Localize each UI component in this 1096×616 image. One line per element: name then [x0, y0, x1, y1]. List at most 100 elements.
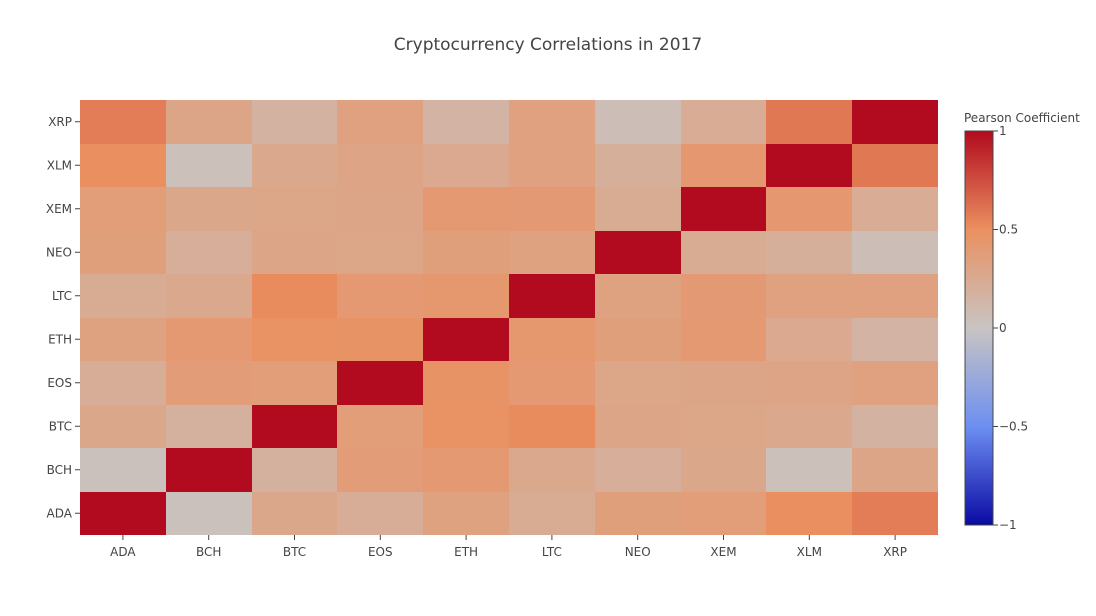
x-tick-label: BTC [283, 545, 306, 559]
colorbar-title: Pearson Coefficient [964, 111, 1080, 125]
colorbar-tick-label: −1 [999, 518, 1017, 532]
heatmap-cell-btc-btc [252, 405, 337, 448]
heatmap-cell-ltc-xrp [852, 274, 938, 318]
heatmap-cell-eth-eos [337, 318, 423, 361]
heatmap-cell-neo-eth [423, 231, 509, 274]
heatmap-cell-eos-ltc [509, 361, 595, 405]
y-tick-label: LTC [52, 289, 72, 303]
heatmap-cell-neo-xem [681, 231, 766, 274]
heatmap-cell-ltc-xlm [766, 274, 852, 318]
heatmap-cell-eos-btc [252, 361, 337, 405]
x-tick-label: NEO [625, 545, 651, 559]
heatmap-cell-btc-xem [681, 405, 766, 448]
heatmap-cell-btc-neo [595, 405, 681, 448]
heatmap-cell-eos-bch [166, 361, 252, 405]
x-tick-label: ETH [454, 545, 478, 559]
heatmap-cell-xrp-xrp [852, 100, 938, 144]
heatmap-cell-ltc-bch [166, 274, 252, 318]
heatmap-cell-ada-ada [80, 492, 166, 535]
y-tick-label: ADA [47, 506, 73, 520]
heatmap-cell-ada-xrp [852, 492, 938, 535]
heatmap-cell-xlm-ada [80, 144, 166, 187]
colorbar-ticks: 1 0.5 0 −0.5 −1 [993, 124, 1028, 532]
heatmap-cell-ada-bch [166, 492, 252, 535]
heatmap-cell-ada-ltc [509, 492, 595, 535]
heatmap-cell-neo-btc [252, 231, 337, 274]
heatmap-cell-bch-xlm [766, 448, 852, 492]
y-tick-label: BTC [49, 419, 72, 433]
y-tick-label: EOS [47, 376, 72, 390]
heatmap-cell-xlm-xrp [852, 144, 938, 187]
heatmap-cell-ltc-eos [337, 274, 423, 318]
heatmap-cell-xem-ada [80, 187, 166, 231]
heatmap-cell-neo-neo [595, 231, 681, 274]
heatmap-cell-btc-eos [337, 405, 423, 448]
heatmap-cell-bch-bch [166, 448, 252, 492]
heatmap-cell-eth-eth [423, 318, 509, 361]
heatmap-cell-xrp-eth [423, 100, 509, 144]
heatmap-cell-eth-neo [595, 318, 681, 361]
heatmap-cell-eos-xem [681, 361, 766, 405]
heatmap-cell-xem-eth [423, 187, 509, 231]
colorbar-tick-label: 0 [999, 321, 1007, 335]
y-tick-label: ETH [48, 332, 72, 346]
heatmap-cell-ada-xlm [766, 492, 852, 535]
heatmap-cell-eos-xrp [852, 361, 938, 405]
x-tick-label: LTC [542, 545, 562, 559]
heatmap-cell-btc-xlm [766, 405, 852, 448]
heatmap-cell-btc-ada [80, 405, 166, 448]
heatmap-cell-xem-ltc [509, 187, 595, 231]
heatmap-cell-neo-xrp [852, 231, 938, 274]
heatmap-cell-xem-bch [166, 187, 252, 231]
heatmap-cell-eth-xem [681, 318, 766, 361]
y-tick-label: XLM [47, 158, 72, 172]
y-tick-label: NEO [46, 245, 72, 259]
heatmap-cell-bch-xrp [852, 448, 938, 492]
heatmap-cell-xlm-eth [423, 144, 509, 187]
heatmap-cell-xlm-btc [252, 144, 337, 187]
heatmap-cell-ltc-ada [80, 274, 166, 318]
y-tick-label: XRP [48, 115, 72, 129]
heatmap-cell-bch-eth [423, 448, 509, 492]
heatmap-cell-xem-eos [337, 187, 423, 231]
colorbar-gradient [964, 130, 994, 526]
heatmap-cell-eos-eos [337, 361, 423, 405]
heatmap-cell-xem-neo [595, 187, 681, 231]
heatmap-cell-xrp-btc [252, 100, 337, 144]
heatmap-cell-eth-ada [80, 318, 166, 361]
heatmap-cell-btc-xrp [852, 405, 938, 448]
x-axis: ADA BCH BTC EOS ETH LTC NEO XEM XLM XRP [110, 535, 907, 559]
heatmap-cells [80, 100, 938, 535]
heatmap-cell-eth-xrp [852, 318, 938, 361]
colorbar-tick-label: 1 [999, 124, 1007, 138]
heatmap-cell-eth-bch [166, 318, 252, 361]
heatmap-cell-ltc-xem [681, 274, 766, 318]
heatmap-cell-xlm-neo [595, 144, 681, 187]
heatmap-cell-ada-btc [252, 492, 337, 535]
heatmap-cell-xrp-ltc [509, 100, 595, 144]
heatmap-cell-neo-ltc [509, 231, 595, 274]
y-tick-label: XEM [46, 202, 72, 216]
heatmap-cell-ada-eth [423, 492, 509, 535]
x-tick-label: BCH [196, 545, 221, 559]
heatmap-cell-xlm-xem [681, 144, 766, 187]
heatmap-cell-btc-eth [423, 405, 509, 448]
colorbar-tick-label: −0.5 [999, 420, 1028, 434]
heatmap-cell-ltc-eth [423, 274, 509, 318]
heatmap-cell-ada-xem [681, 492, 766, 535]
chart-title: Cryptocurrency Correlations in 2017 [394, 35, 702, 55]
heatmap-cell-bch-xem [681, 448, 766, 492]
heatmap-cell-eos-ada [80, 361, 166, 405]
heatmap-cell-xlm-eos [337, 144, 423, 187]
heatmap-cell-eos-neo [595, 361, 681, 405]
heatmap-cell-xrp-ada [80, 100, 166, 144]
heatmap-cell-bch-ada [80, 448, 166, 492]
y-tick-label: BCH [47, 463, 72, 477]
heatmap-cell-bch-btc [252, 448, 337, 492]
heatmap-cell-bch-eos [337, 448, 423, 492]
heatmap-cell-ltc-ltc [509, 274, 595, 318]
heatmap-cell-ada-eos [337, 492, 423, 535]
x-tick-label: XLM [797, 545, 822, 559]
heatmap-cell-eth-xlm [766, 318, 852, 361]
